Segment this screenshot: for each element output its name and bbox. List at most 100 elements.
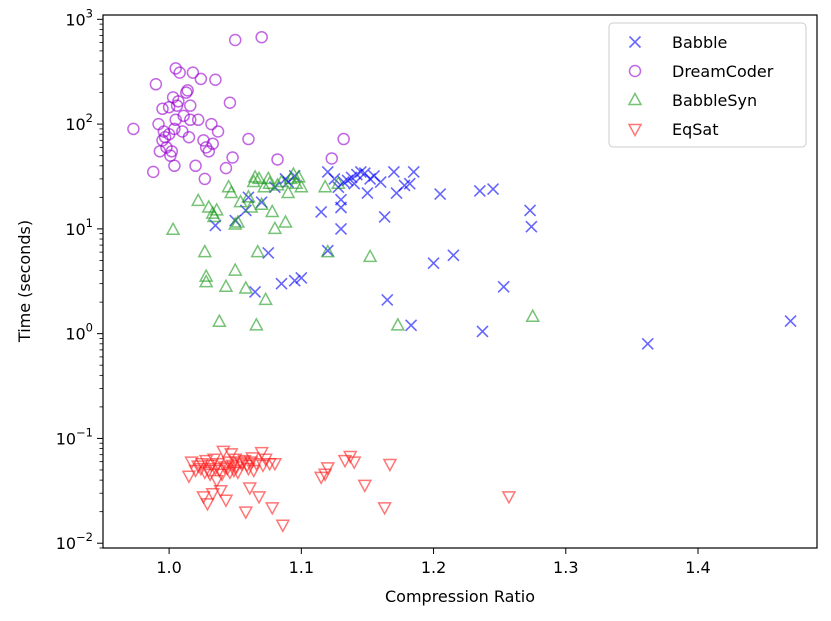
data-point-babble <box>524 204 537 217</box>
data-point-eqsat <box>181 470 197 484</box>
data-point-dreamcoder <box>206 137 219 150</box>
data-point-eqsat <box>196 491 211 505</box>
data-point-babblesyn <box>362 248 378 263</box>
legend-box <box>608 22 807 148</box>
legend: Babble DreamCoder BabbleSyn EqSat <box>608 22 807 148</box>
data-point-eqsat <box>209 474 224 489</box>
data-point-eqsat <box>198 454 214 469</box>
data-point-babblesyn <box>218 278 234 293</box>
data-point-babblesyn <box>288 175 304 189</box>
data-point-dreamcoder <box>255 30 268 44</box>
data-point-dreamcoder <box>186 66 200 79</box>
data-point-dreamcoder <box>165 145 179 158</box>
data-point-babblesyn <box>209 202 224 216</box>
data-point-dreamcoder <box>181 84 194 97</box>
legend-item-dreamcoder: DreamCoder <box>628 62 774 81</box>
data-point-babblesyn <box>198 274 214 288</box>
data-point-eqsat <box>205 487 221 502</box>
data-point-babble <box>387 165 400 178</box>
data-point-babble <box>405 319 418 332</box>
data-point-babblesyn <box>238 280 254 294</box>
data-point-dreamcoder <box>337 132 350 146</box>
data-point-babblesyn <box>261 170 276 185</box>
y-tick-label: 100 <box>65 321 93 344</box>
x-axis-ticks: 1.0 1.1 1.2 1.3 1.4 <box>156 548 711 577</box>
data-point-eqsat <box>206 453 222 467</box>
y-tick-label: 102 <box>65 111 93 134</box>
data-point-babblesyn <box>258 291 273 306</box>
data-point-dreamcoder <box>191 113 205 127</box>
data-point-dreamcoder <box>168 159 181 173</box>
data-point-eqsat <box>267 457 283 472</box>
legend-item-babblesyn: BabbleSyn <box>627 91 757 110</box>
data-point-babble <box>525 220 538 233</box>
data-point-babble <box>407 165 420 178</box>
data-point-dreamcoder <box>172 95 185 108</box>
series-eqsat <box>181 445 517 533</box>
x-tick-label: 1.4 <box>685 558 710 577</box>
data-point-eqsat <box>227 453 243 467</box>
legend-marker-eqsat <box>627 123 643 138</box>
y-tick-label: 101 <box>65 216 93 239</box>
data-point-babblesyn <box>227 262 243 276</box>
plot-marks <box>127 30 797 533</box>
data-point-babble <box>295 271 308 285</box>
y-axis-label: Time (seconds) <box>15 220 34 343</box>
data-point-eqsat <box>251 491 267 505</box>
data-point-babblesyn <box>190 192 206 207</box>
data-point-dreamcoder <box>325 152 338 165</box>
data-point-babblesyn <box>241 189 256 203</box>
data-point-dreamcoder <box>271 153 284 166</box>
data-point-dreamcoder <box>146 165 160 179</box>
data-point-dreamcoder <box>156 102 169 116</box>
data-point-babble <box>275 277 288 290</box>
data-point-dreamcoder <box>184 99 197 112</box>
data-point-babble <box>248 285 262 299</box>
data-point-babblesyn <box>274 173 289 188</box>
data-point-babblesyn <box>197 244 213 258</box>
legend-label: EqSat <box>672 120 719 139</box>
data-point-babble <box>315 205 328 219</box>
legend-items: Babble DreamCoder BabbleSyn EqSat <box>627 33 774 139</box>
data-point-eqsat <box>197 466 213 480</box>
data-point-dreamcoder <box>223 96 237 109</box>
data-point-dreamcoder <box>177 109 190 123</box>
x-tick-label: 1.2 <box>421 558 446 577</box>
data-point-babble <box>328 172 341 185</box>
data-point-dreamcoder <box>205 117 218 131</box>
data-point-dreamcoder <box>198 172 212 186</box>
data-point-babblesyn <box>212 313 227 327</box>
data-point-eqsat <box>501 491 517 505</box>
data-point-babblesyn <box>280 184 296 199</box>
data-point-babble <box>784 314 797 328</box>
data-point-eqsat <box>218 494 234 508</box>
data-point-dreamcoder <box>219 161 233 175</box>
data-point-eqsat <box>254 446 269 461</box>
data-point-eqsat <box>238 506 254 520</box>
data-point-babblesyn <box>294 179 309 193</box>
data-point-dreamcoder <box>242 132 255 146</box>
data-point-babblesyn <box>267 220 283 235</box>
data-point-dreamcoder <box>194 72 208 86</box>
data-point-babblesyn <box>247 169 263 183</box>
data-point-babble <box>447 249 460 262</box>
data-point-babblesyn <box>165 221 181 236</box>
data-point-dreamcoder <box>152 117 165 131</box>
data-point-babblesyn <box>227 216 243 230</box>
data-point-eqsat <box>242 482 258 496</box>
plot-frame <box>102 14 818 549</box>
data-point-eqsat <box>184 456 199 470</box>
x-tick-label: 1.1 <box>289 558 314 577</box>
data-point-eqsat <box>337 454 353 469</box>
data-point-babblesyn <box>390 317 406 331</box>
x-tick-label: 1.3 <box>553 558 578 577</box>
x-tick-label: 1.0 <box>156 558 181 577</box>
data-point-babble <box>288 274 301 287</box>
data-point-babble <box>378 210 391 224</box>
data-point-dreamcoder <box>149 78 163 91</box>
data-point-dreamcoder <box>211 125 225 138</box>
data-point-babblesyn <box>201 199 217 213</box>
data-point-babble <box>403 177 416 190</box>
data-point-babblesyn <box>230 214 246 228</box>
y-tick-label: 103 <box>65 6 93 29</box>
